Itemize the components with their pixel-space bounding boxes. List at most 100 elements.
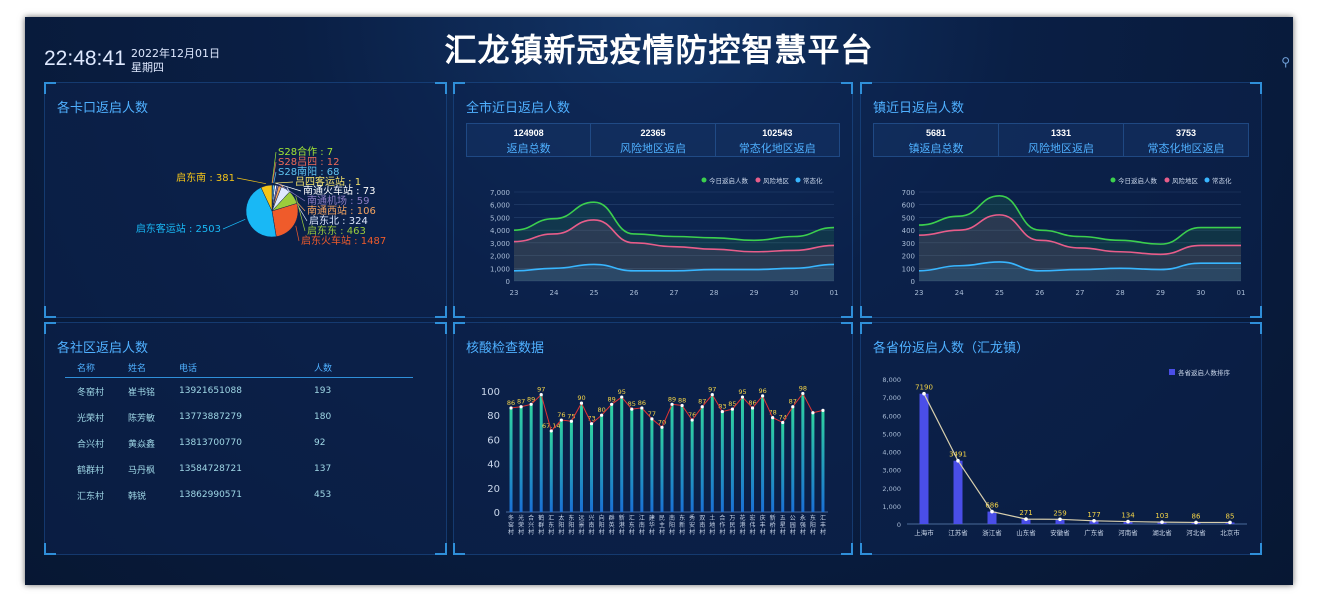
community-title: 各社区返启人数 xyxy=(57,341,149,356)
col-phone-header: 电话 xyxy=(167,357,302,378)
bar xyxy=(720,411,724,512)
x-tick-label-char: 村 xyxy=(558,528,564,536)
cell-count: 92 xyxy=(314,438,326,448)
y-tick-label: 4,000 xyxy=(882,449,901,457)
table-row[interactable]: 合兴村 黄焱鑫 13813700770 92 xyxy=(65,430,413,456)
x-tick-label-char: 村 xyxy=(609,528,615,536)
x-tick-label-char: 兴 xyxy=(528,521,534,529)
city-stat-risk-label: 风险地区返启 xyxy=(619,142,686,155)
town-stat-total: 5681 镇返启总数 xyxy=(874,124,999,156)
bar xyxy=(559,420,563,512)
bar xyxy=(630,409,634,512)
y-tick-label: 0 xyxy=(897,521,901,529)
x-tick-label-char: 村 xyxy=(589,528,595,536)
x-tick-label-char: 新 xyxy=(679,521,685,529)
bar-value-label: 89 xyxy=(527,395,535,403)
bar xyxy=(610,404,614,512)
x-tick-label-char: 向 xyxy=(599,514,605,522)
pie-slice-label: 启东北 : 324 xyxy=(309,214,368,227)
trend-line xyxy=(923,393,1231,524)
series-area xyxy=(514,219,834,281)
bar xyxy=(1021,519,1031,524)
x-tick-label-char: 村 xyxy=(719,528,725,536)
cell-phone: 13813700770 xyxy=(179,438,242,448)
col-name-header: 名称 xyxy=(65,357,116,378)
table-row[interactable]: 鹤群村 马丹枫 13584728721 137 xyxy=(65,456,413,482)
x-tick-label-char: 村 xyxy=(508,528,514,536)
bar xyxy=(600,415,604,512)
x-tick-label-char: 合 xyxy=(719,514,725,522)
bar xyxy=(700,406,704,512)
y-tick-label: 7,000 xyxy=(882,394,901,402)
x-tick-label: 27 xyxy=(670,289,679,297)
x-tick-label-char: 群 xyxy=(538,521,544,529)
trend-point xyxy=(569,419,574,423)
bar xyxy=(680,405,684,512)
x-tick-label-char: 村 xyxy=(599,528,605,536)
trend-point xyxy=(680,403,684,408)
table-row[interactable]: 冬窑村 崔书铭 13921651088 193 xyxy=(65,378,413,405)
table-row[interactable]: 光荣村 陈芳敏 13773887279 180 xyxy=(65,404,413,430)
table-row[interactable]: 汇东村 韩锐 13862990571 453 xyxy=(65,482,413,508)
x-tick-label-char: 桥 xyxy=(770,521,776,529)
bar xyxy=(710,394,714,512)
bar xyxy=(791,406,795,512)
x-tick-label-char: 东 xyxy=(679,514,685,522)
bar xyxy=(821,410,825,512)
bar-value-label: 259 xyxy=(1053,509,1066,517)
city-line-chart: 0 1,000 2,000 3,000 4,000 5,000 6,000 7,000 23 24… xyxy=(490,176,839,297)
x-tick-label-char: 村 xyxy=(770,528,776,536)
x-tick-label-char: 村 xyxy=(739,528,745,536)
clock-time: 22:48:41 xyxy=(44,47,126,70)
x-tick-label-char: 南 xyxy=(669,514,675,522)
pie-slice-label: 启东火车站 : 1487 xyxy=(301,234,386,247)
x-tick-label: 01 xyxy=(830,289,839,297)
pie-leader-line xyxy=(275,182,302,192)
trend-point xyxy=(791,405,795,409)
pie-slice-label: S28合作 : 7 xyxy=(278,145,333,158)
bar-value-label: 77 xyxy=(648,410,656,418)
legend-marker xyxy=(1169,369,1175,375)
trend-point xyxy=(529,402,533,406)
cell-name: 鹤群村 xyxy=(77,465,105,476)
province-title: 各省份返启人数（汇龙镇） xyxy=(873,341,1030,356)
town-stats: 5681 镇返启总数 1331 风险地区返启 3753 常态化地区返启 xyxy=(873,123,1249,157)
bar-value-label: 7190 xyxy=(915,384,933,392)
y-tick-label: 20 xyxy=(487,484,500,495)
x-tick-label-char: 五 xyxy=(780,515,786,522)
x-tick-label: 26 xyxy=(1035,289,1044,297)
x-tick-label-char: 东 xyxy=(548,521,554,529)
x-tick-label: 23 xyxy=(510,289,519,297)
bar-value-label: 85 xyxy=(628,400,636,408)
x-tick-label-char: 东 xyxy=(568,514,574,522)
trend-point xyxy=(922,391,926,396)
y-tick-label: 40 xyxy=(487,460,500,471)
x-tick-label: 湖北省 xyxy=(1152,528,1172,537)
x-tick-label: 浙江省 xyxy=(982,528,1002,537)
x-tick-label-char: 宏 xyxy=(750,514,756,522)
y-tick-label: 6,000 xyxy=(882,412,901,420)
trend-line xyxy=(510,392,824,432)
x-tick-label: 30 xyxy=(1196,289,1205,297)
trend-point xyxy=(640,406,644,410)
x-tick-label-char: 光 xyxy=(518,514,524,522)
x-tick-label-char: 村 xyxy=(578,528,584,536)
bar-value-label: 86 xyxy=(748,399,756,407)
date-text: 2022年12月01日 xyxy=(131,47,220,60)
x-tick-label-char: 东 xyxy=(810,514,816,522)
bar xyxy=(579,403,583,512)
location-pin-icon[interactable]: ⚲ xyxy=(1281,55,1290,69)
bar-value-label: 86 xyxy=(638,399,646,407)
trend-point xyxy=(740,395,745,399)
trend-point xyxy=(549,429,553,433)
weekday-text: 星期四 xyxy=(131,61,164,74)
x-tick-label-char: 村 xyxy=(760,528,766,536)
trend-point xyxy=(509,406,513,410)
x-tick-label-char: 新 xyxy=(619,514,625,522)
pie-leader-line xyxy=(295,225,300,242)
legend-label: 各省返启人数排序 xyxy=(1178,368,1231,377)
x-tick-label-char: 阳 xyxy=(558,521,564,529)
x-tick-label-char: 群 xyxy=(609,514,615,522)
x-tick-label-char: 冬 xyxy=(508,514,514,522)
cell-count: 453 xyxy=(314,490,332,500)
